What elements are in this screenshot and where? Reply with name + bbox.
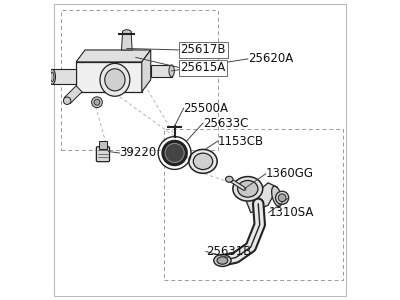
FancyBboxPatch shape — [99, 141, 107, 148]
Circle shape — [92, 97, 102, 108]
Ellipse shape — [238, 181, 258, 197]
Polygon shape — [76, 50, 151, 62]
Text: 25615A: 25615A — [180, 61, 226, 74]
Text: 25500A: 25500A — [184, 102, 228, 115]
Ellipse shape — [50, 72, 54, 82]
Ellipse shape — [189, 149, 217, 173]
Text: 1310SA: 1310SA — [269, 206, 314, 219]
Polygon shape — [151, 65, 172, 77]
Ellipse shape — [49, 69, 56, 84]
Ellipse shape — [100, 63, 130, 96]
Text: 1360GG: 1360GG — [266, 167, 314, 180]
Text: 25620A: 25620A — [248, 52, 293, 65]
Ellipse shape — [233, 177, 263, 201]
Circle shape — [276, 191, 289, 204]
Ellipse shape — [226, 176, 233, 182]
Text: 25633C: 25633C — [203, 117, 248, 130]
Ellipse shape — [214, 254, 231, 266]
Polygon shape — [52, 69, 76, 84]
Circle shape — [162, 140, 187, 166]
Circle shape — [94, 99, 100, 105]
Circle shape — [278, 194, 286, 202]
Bar — [61, 10, 218, 150]
Text: 25631B: 25631B — [206, 245, 251, 258]
Polygon shape — [122, 32, 132, 50]
FancyBboxPatch shape — [96, 147, 110, 162]
Ellipse shape — [217, 257, 228, 264]
Ellipse shape — [193, 153, 213, 169]
Ellipse shape — [272, 186, 282, 206]
Polygon shape — [142, 50, 151, 92]
Ellipse shape — [105, 69, 125, 91]
Ellipse shape — [63, 97, 71, 104]
Bar — [164, 129, 343, 280]
Ellipse shape — [169, 65, 174, 77]
Text: 1153CB: 1153CB — [218, 134, 264, 148]
Ellipse shape — [122, 30, 131, 34]
Circle shape — [165, 143, 184, 163]
Polygon shape — [246, 183, 278, 213]
Polygon shape — [64, 86, 82, 104]
Polygon shape — [76, 62, 142, 92]
Text: 39220: 39220 — [119, 146, 157, 160]
Text: 25617B: 25617B — [180, 44, 226, 56]
